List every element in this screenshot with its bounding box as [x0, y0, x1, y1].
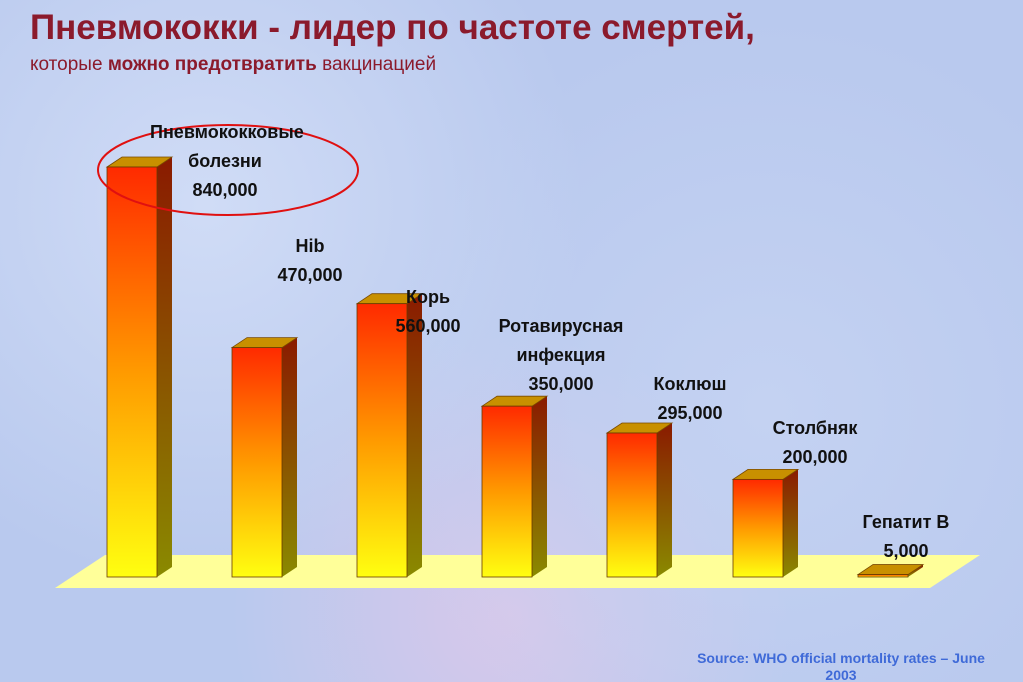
- bar-label: Столбняк 200,000: [720, 414, 910, 472]
- category-label: Корь: [405, 287, 451, 307]
- category-label: Коклюш: [653, 374, 727, 394]
- bar-side: [407, 293, 422, 577]
- category-label: Столбняк: [772, 418, 858, 438]
- bar: [356, 303, 408, 578]
- value-label: 5,000: [883, 541, 929, 561]
- bar-label: Гепатит В 5,000: [811, 508, 1001, 566]
- value-label: 295,000: [657, 403, 723, 423]
- bar-label: Корь 560,000: [333, 283, 523, 341]
- value-label: 840,000: [192, 180, 258, 200]
- value-label: 200,000: [782, 447, 848, 467]
- bar-side: [532, 396, 547, 577]
- category-label: Гепатит В: [862, 512, 950, 532]
- category-label: Ротавирусная инфекция: [498, 316, 624, 365]
- bar: [106, 166, 158, 578]
- value-label: 470,000: [277, 265, 343, 285]
- bar-side: [783, 469, 798, 577]
- bar-side: [657, 423, 672, 577]
- category-label: Hib: [295, 236, 325, 256]
- value-label: 560,000: [395, 316, 461, 336]
- bar-label: Ротавирусная инфекция 350,000: [466, 312, 656, 399]
- subtitle-bold: можно предотвратить: [107, 54, 317, 75]
- bar-label: Пневмококковые болезни 840,000: [130, 118, 320, 205]
- category-label: Пневмококковые болезни: [150, 122, 304, 171]
- bar: [481, 405, 533, 578]
- highlight-ellipse: [97, 124, 359, 216]
- value-label: 350,000: [528, 374, 594, 394]
- source: Source: WHO official mortality rates – J…: [697, 650, 985, 682]
- subtitle-part: вакцинацией: [322, 54, 437, 75]
- bar-label: Hib 470,000: [215, 232, 405, 290]
- bar: [857, 574, 909, 578]
- bar: [231, 347, 283, 578]
- bar-side: [157, 157, 172, 577]
- bar: [606, 432, 658, 578]
- bar-side: [282, 337, 297, 577]
- bar: [732, 478, 784, 578]
- subtitle: которые можно предотвратить вакцинацией: [30, 54, 436, 76]
- title: Пневмококки - лидер по частоте смертей,: [30, 8, 755, 47]
- subtitle-part: которые: [30, 54, 103, 75]
- bar-side: [908, 564, 923, 577]
- bar-label: Коклюш 295,000: [595, 370, 785, 428]
